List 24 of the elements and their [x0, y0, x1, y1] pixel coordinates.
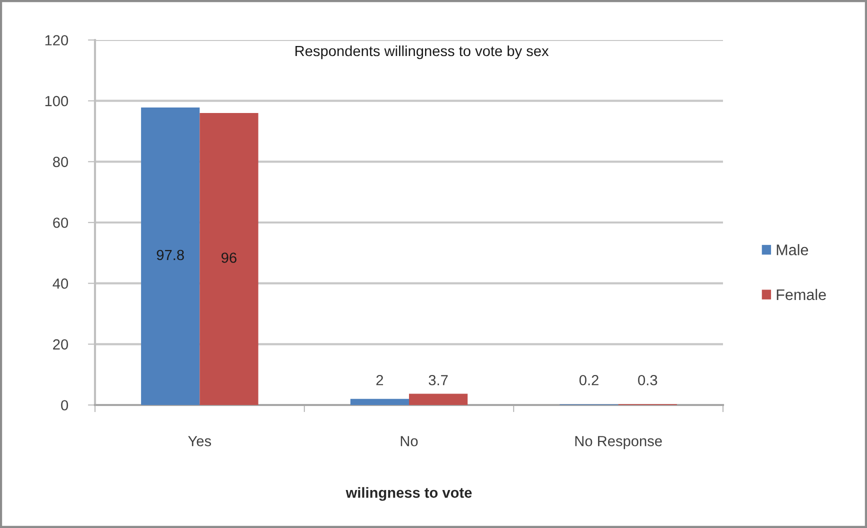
data-label: 2 [376, 374, 384, 386]
data-label: 96 [222, 252, 236, 263]
bar [409, 394, 468, 405]
data-label: 3.7 [428, 374, 448, 386]
data-label: 0.2 [579, 374, 598, 386]
chart-title: Respondents willingness to vote by sex [295, 45, 549, 60]
bar [200, 113, 258, 405]
legend-label: Male [776, 244, 808, 256]
legend-label: Female [776, 288, 826, 300]
x-tick-label: Yes [188, 436, 212, 446]
bar [350, 398, 409, 405]
bar [141, 108, 200, 405]
data-label: 97.8 [156, 250, 184, 260]
y-tick-label: 80 [53, 156, 68, 168]
x-axis-title: wilingness to vote [346, 487, 472, 501]
x-tick-label: No [400, 436, 418, 446]
y-tick-label: 40 [52, 278, 68, 289]
x-tick-label: No Response [575, 436, 662, 450]
y-tick-label: 120 [45, 35, 68, 46]
y-tick-label: 20 [53, 339, 68, 350]
data-label: 0.3 [638, 374, 658, 386]
y-tick-label: 0 [61, 400, 68, 410]
y-tick-label: 100 [45, 96, 68, 106]
y-tick-label: 60 [53, 218, 68, 228]
